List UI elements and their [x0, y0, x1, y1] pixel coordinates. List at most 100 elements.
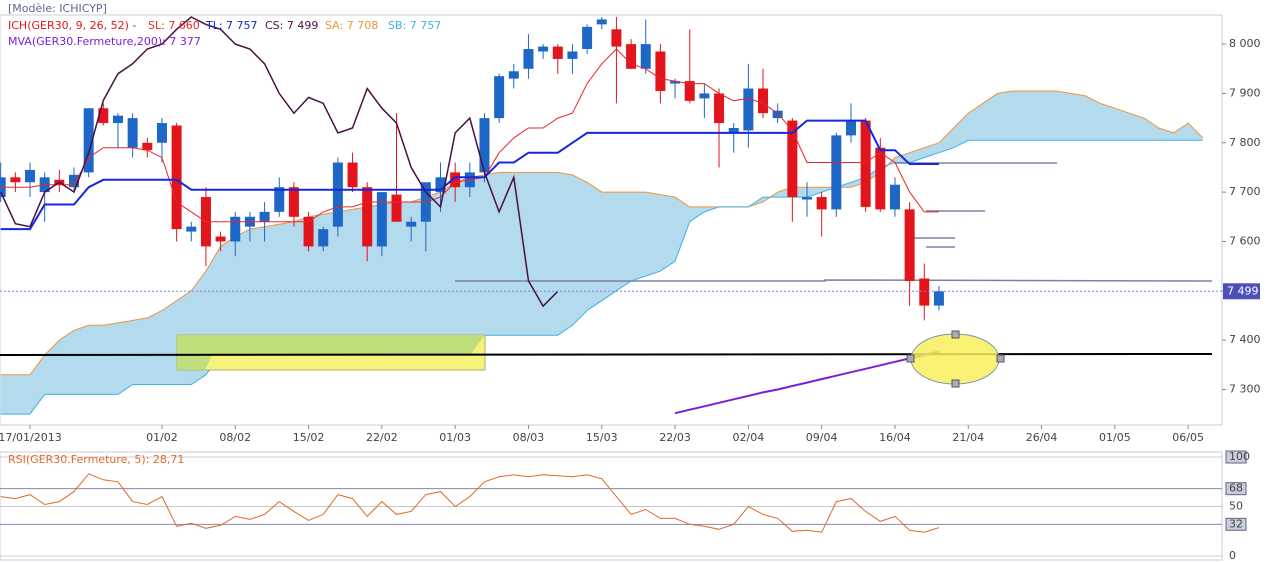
candle-body	[523, 49, 534, 69]
x-tick-label: 06/05	[1172, 431, 1204, 444]
indicator-line	[0, 16, 559, 308]
candle-body	[318, 229, 329, 247]
candle-body	[743, 88, 754, 131]
support-line	[0, 353, 1213, 356]
candle-body	[845, 120, 856, 136]
candle-body	[376, 192, 387, 247]
x-tick-label: 21/04	[952, 431, 984, 444]
candle-body	[787, 120, 798, 198]
candle-body	[391, 194, 402, 222]
candle-body	[831, 135, 842, 210]
last-price-label: 7 499	[1227, 284, 1259, 297]
candle-body	[860, 120, 871, 207]
y-tick-label: 7 900	[1229, 86, 1261, 99]
x-tick-label: 01/02	[146, 431, 178, 444]
candle-body	[582, 26, 593, 50]
zone-overlap	[177, 335, 485, 370]
candle-body	[25, 169, 36, 183]
y-tick-label: 7 400	[1229, 333, 1261, 346]
legend-entry: MVA(GER30.Fermeture,200): 7 377	[8, 35, 201, 48]
x-tick-label: 22/02	[366, 431, 398, 444]
x-tick-label: 08/03	[513, 431, 545, 444]
level-line	[455, 279, 1213, 282]
candle-body	[406, 221, 417, 227]
x-tick-label: 17/01/2013	[0, 431, 62, 444]
chart-title: [Modèle: ICHICYP]	[8, 2, 107, 15]
candle-body	[758, 88, 769, 114]
candle-body	[435, 177, 446, 193]
x-tick-label: 15/03	[586, 431, 618, 444]
x-tick-label: 01/05	[1099, 431, 1131, 444]
candle-body	[230, 216, 241, 242]
rsi-plot	[0, 456, 1222, 557]
indicator-line	[674, 350, 940, 415]
candle-body	[626, 44, 637, 69]
candle-body	[567, 51, 578, 59]
candle-body	[802, 197, 812, 200]
y-tick-label: 7 600	[1229, 234, 1261, 247]
y-tick-label: 0	[1229, 549, 1236, 562]
legend-entry: TL: 7 757	[205, 19, 258, 32]
x-tick-label: 02/04	[733, 431, 765, 444]
candle-body	[640, 44, 651, 69]
candle-body	[186, 226, 197, 232]
candle-body	[288, 187, 299, 217]
y-tick-box	[1225, 482, 1247, 496]
candle-body	[714, 93, 725, 124]
y-tick-label: 7 700	[1229, 185, 1261, 198]
candle-body	[171, 125, 182, 230]
candle-body	[816, 197, 827, 210]
x-tick-label: 16/04	[879, 431, 911, 444]
chart-subtitle: ICH(GER30, 9, 26, 52) -	[8, 19, 136, 32]
candle-body	[479, 118, 490, 173]
legend-entry: SL: 7 660	[148, 19, 200, 32]
y-tick-label: 32	[1229, 517, 1243, 530]
candle-body	[611, 29, 622, 47]
handle	[951, 379, 960, 388]
candle-body	[274, 187, 285, 212]
x-tick-label: 09/04	[806, 431, 838, 444]
candle-body	[670, 81, 681, 84]
x-tick-label: 26/04	[1026, 431, 1058, 444]
candle-body	[552, 46, 563, 59]
y-tick-label: 68	[1229, 482, 1243, 495]
candle-body	[904, 209, 915, 281]
cloud-line	[0, 90, 1204, 376]
last-price-tag	[1223, 283, 1260, 300]
candle-body	[508, 71, 519, 79]
candle-body	[69, 174, 79, 188]
candle-body	[450, 172, 461, 188]
legend-entry: SB: 7 757	[388, 19, 441, 32]
x-tick-label: 22/03	[659, 431, 691, 444]
candle-body	[684, 81, 695, 101]
candle-body	[596, 19, 607, 25]
y-tick-label: 50	[1229, 500, 1243, 513]
candle-body	[112, 115, 123, 124]
candle-body	[347, 162, 358, 188]
candle-body	[889, 184, 900, 210]
cloud-fill	[0, 91, 1203, 415]
candle-body	[303, 216, 314, 247]
indicator-line	[0, 119, 939, 231]
cloud-layer	[0, 90, 1204, 415]
candle-body	[332, 162, 343, 227]
x-tick-label: 01/03	[439, 431, 471, 444]
candle-body	[728, 127, 739, 133]
candle-body	[538, 46, 549, 52]
candle-body	[259, 211, 270, 222]
candle-body	[919, 278, 930, 306]
rsi-line	[0, 473, 940, 533]
candle-body	[83, 108, 94, 173]
y-tick-box	[1225, 450, 1247, 464]
candle-body	[655, 51, 666, 91]
handle	[996, 354, 1005, 363]
candle-body	[142, 142, 153, 151]
highlight-ellipse	[910, 333, 1000, 385]
x-tick-label: 15/02	[293, 431, 325, 444]
candle-body	[494, 76, 505, 119]
candle-body	[933, 291, 944, 306]
indicator-line	[0, 48, 939, 223]
x-tick-label: 08/02	[219, 431, 251, 444]
candle-body	[699, 93, 710, 99]
